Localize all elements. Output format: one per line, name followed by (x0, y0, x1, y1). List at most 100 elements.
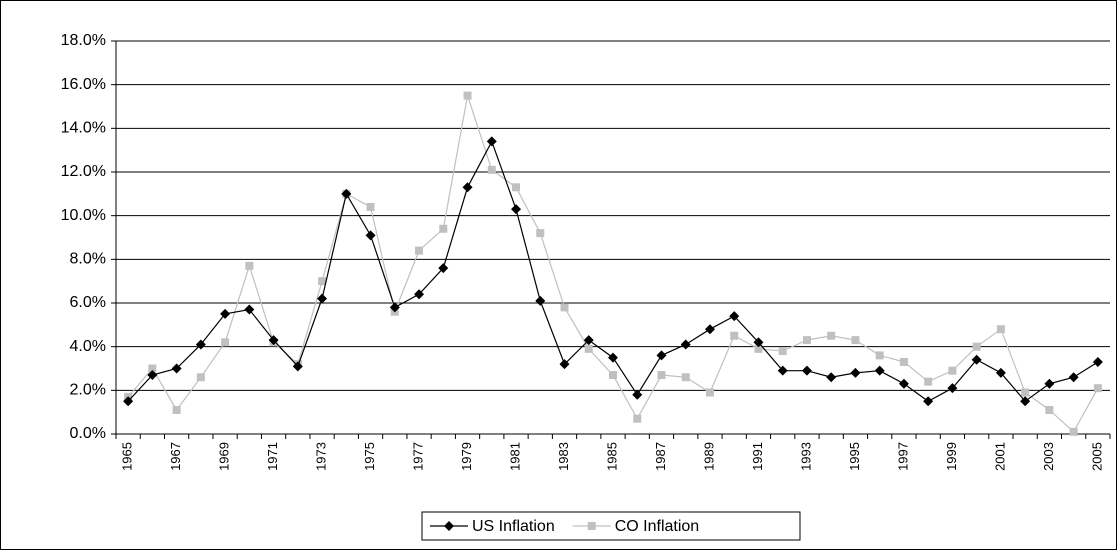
y-tick-label: 4.0% (70, 338, 106, 355)
x-tick-label: 1987 (653, 442, 668, 471)
marker (292, 361, 303, 372)
marker (220, 308, 231, 319)
x-tick-label: 2005 (1089, 442, 1104, 471)
x-tick-label: 1971 (265, 442, 280, 471)
legend-marker (444, 521, 454, 531)
x-tick-label: 1983 (556, 442, 571, 471)
marker (875, 351, 884, 360)
marker (948, 366, 957, 375)
x-tick-label: 1975 (362, 442, 377, 471)
marker (486, 136, 497, 147)
marker (681, 373, 690, 382)
marker (802, 336, 811, 345)
marker (221, 338, 230, 347)
marker (633, 414, 642, 423)
marker (730, 331, 739, 340)
marker (1020, 396, 1031, 407)
marker (171, 363, 182, 374)
x-tick-label: 1999 (944, 442, 959, 471)
x-tick-label: 1991 (750, 442, 765, 471)
marker (196, 373, 205, 382)
marker (511, 204, 522, 215)
marker (1044, 378, 1055, 389)
marker (512, 183, 521, 192)
marker (439, 224, 448, 233)
marker (680, 339, 691, 350)
y-tick-label: 8.0% (70, 251, 106, 268)
marker (826, 372, 837, 383)
marker (705, 388, 714, 397)
marker (729, 311, 740, 322)
marker (971, 354, 982, 365)
x-tick-label: 1997 (895, 442, 910, 471)
marker (268, 335, 279, 346)
y-tick-label: 6.0% (70, 294, 106, 311)
legend-box (421, 511, 801, 541)
marker (123, 396, 134, 407)
x-tick-label: 1979 (459, 442, 474, 471)
marker (923, 396, 934, 407)
marker (414, 289, 425, 300)
marker (632, 389, 643, 400)
marker (195, 339, 206, 350)
marker (874, 365, 885, 376)
marker (972, 342, 981, 351)
marker (438, 263, 449, 274)
y-tick-label: 10.0% (61, 207, 106, 224)
marker (657, 371, 666, 380)
marker (1093, 384, 1102, 393)
marker (801, 365, 812, 376)
x-tick-label: 1969 (217, 442, 232, 471)
y-tick-label: 0.0% (70, 425, 106, 442)
marker (365, 230, 376, 241)
legend: US Inflation CO Inflation (421, 511, 801, 541)
marker (559, 359, 570, 370)
marker (1068, 372, 1079, 383)
marker (584, 344, 593, 353)
marker (1021, 388, 1030, 397)
marker (245, 261, 254, 270)
marker (827, 331, 836, 340)
legend-label: CO Inflation (615, 518, 699, 535)
legend-label: US Inflation (472, 518, 555, 535)
marker (899, 357, 908, 366)
marker (172, 405, 181, 414)
marker (536, 229, 545, 238)
x-tick-label: 1981 (507, 442, 522, 471)
marker (366, 202, 375, 211)
x-tick-label: 1989 (701, 442, 716, 471)
x-tick-label: 2003 (1041, 442, 1056, 471)
legend-marker (587, 522, 596, 530)
marker (583, 335, 594, 346)
marker (947, 383, 958, 394)
y-tick-label: 12.0% (61, 163, 106, 180)
marker (996, 325, 1005, 334)
marker (851, 336, 860, 345)
marker (753, 337, 764, 348)
marker (318, 277, 327, 286)
marker (995, 367, 1006, 378)
marker (754, 344, 763, 353)
marker (778, 347, 787, 356)
marker (608, 352, 618, 363)
marker (1069, 427, 1078, 436)
y-tick-label: 16.0% (61, 76, 106, 93)
marker (341, 188, 352, 199)
marker (1045, 405, 1054, 414)
marker (656, 350, 667, 361)
marker (898, 378, 909, 389)
marker (415, 246, 424, 255)
marker (462, 182, 473, 193)
marker (389, 302, 400, 313)
y-tick-label: 18.0% (61, 32, 106, 49)
y-tick-label: 14.0% (61, 120, 106, 137)
marker (148, 364, 157, 373)
marker (777, 365, 788, 376)
x-tick-label: 1965 (120, 442, 135, 471)
marker (609, 371, 617, 380)
x-tick-label: 1967 (168, 442, 183, 471)
marker (463, 91, 472, 100)
marker (244, 304, 255, 315)
x-tick-label: 1993 (798, 442, 813, 471)
